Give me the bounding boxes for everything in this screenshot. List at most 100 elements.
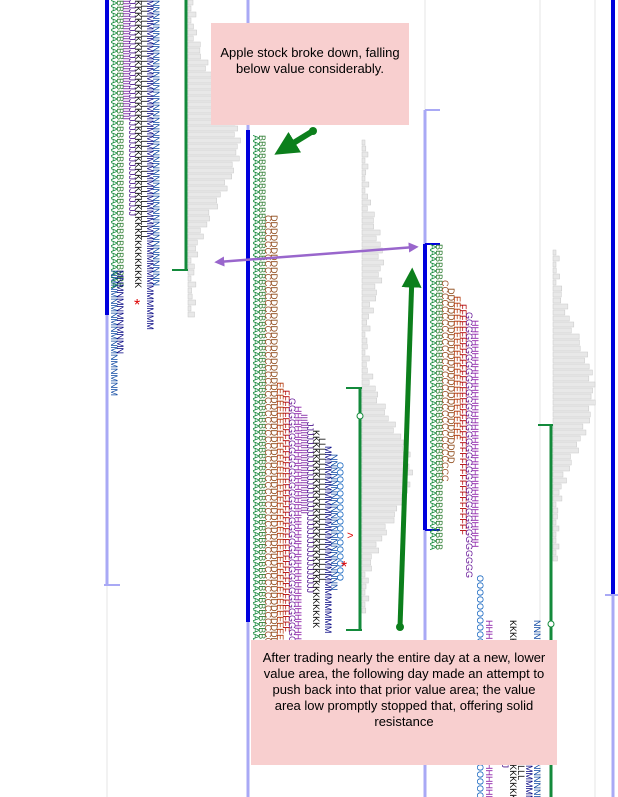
day1-tpo-tail: NMNMNMNMNMNMNMNMNM [109,270,119,396]
volume-bar-day3 [552,339,580,346]
volume-bar-day1 [187,137,241,144]
volume-bar-day3 [552,453,571,460]
day3-tpo-column-G: GGGGGGGGGGGGGGGGGGGGGGGGGGGGGGGGGGGGGG [464,312,474,578]
volume-bar-day3 [552,483,562,490]
volume-bar-day3 [552,447,579,454]
volume-bar-day2 [361,445,403,452]
volume-bar-day2 [361,607,367,614]
day2-tpo-column-E: EEEEEEEEEEEEEEEEEEEEEEEEEEEEEEEEEEEEEEEE… [275,382,285,658]
volume-bar-day2 [361,289,377,296]
day1-tpo-column-B: BBBBBBBBBBBBBBBBBBBBBBBBBBBBBBBBBBBBBBBB… [115,0,125,288]
volume-bar-day3 [552,387,593,394]
day2-value-marker: > [347,530,353,542]
volume-bar-day3 [552,381,596,388]
volume-bar-day1 [187,287,192,294]
volume-bar-day2 [361,403,386,410]
retest-callout-text: After trading nearly the entire day at a… [262,650,546,729]
volume-bar-day2 [361,217,374,224]
volume-bar-day1 [187,293,193,300]
volume-bar-day1 [187,281,197,288]
volume-bar-day1 [187,215,210,222]
day3-tpo-column-F: FFFFFFFFFFFFFFFFFFFFFFFFFFFFFFFFFFFFFFFF… [458,304,468,535]
volume-bar-day1 [187,0,194,6]
volume-bar-day1 [187,11,197,18]
volume-bar-day2 [361,511,395,518]
volume-bar-day3 [552,333,580,340]
volume-bar-day3 [552,429,587,436]
day2-tpo-column-F: FFFFFFFFFFFFFFFFFFFFFFFFFFFFFFFFFFFFFFFF… [281,390,291,632]
volume-bar-day2 [361,187,366,194]
volume-bar-day2 [361,601,366,608]
volume-bar-day2 [361,283,376,290]
day1-tpo-column-M: MMMMMMMMMMMMMMMMMMMMMMMMMMMMMMMMMMMMMMMM… [145,0,155,330]
volume-bar-day3 [552,477,567,484]
volume-bar-day2 [361,319,367,326]
volume-bar-day2 [361,355,370,362]
volume-bar-day1 [187,161,233,168]
day3-tpo-column-D: DDDDDDDDDDDDDDDDDDDDDDDDDDD [446,288,456,464]
volume-bar-day3 [552,297,562,304]
volume-bar-day3 [552,267,557,274]
volume-bar-day2 [361,235,377,242]
volume-bar-day1 [187,197,217,204]
volume-bar-day2 [361,199,371,206]
volume-bar-day2 [361,475,407,482]
day2-tpo-column-C: CCCCCCCCCCCCCCCCCCCCCCCCCCCCCCCCCCCCCCCC… [263,215,273,703]
volume-bar-day2 [361,577,369,584]
volume-bar-day1 [187,221,208,228]
volume-bar-day3 [552,345,581,352]
breakdown-arrow-anchor [309,127,317,135]
breakdown-arrow [274,128,315,155]
volume-bar-day2 [361,373,374,380]
volume-bar-day3 [552,495,563,502]
volume-bar-day2 [361,211,375,218]
breakdown-callout-text: Apple stock broke down, falling below va… [220,45,400,76]
volume-bar-day2 [361,271,379,278]
volume-bar-day2 [361,433,402,440]
day4-value-area-midpoint [547,620,555,628]
day2-tpo-column-G: GGGGGGGGGGGGGGGGGGGGGGGGGGGGGGGGGGGGGGGG… [287,398,297,699]
volume-bar-day3 [552,375,590,382]
volume-bar-day2 [361,181,370,188]
volume-bar-day3 [552,399,596,406]
breakdown-callout: Apple stock broke down, falling below va… [211,23,409,125]
volume-bar-day3 [552,435,581,442]
volume-bar-day2 [361,151,369,158]
day2-tpo-column-O: OOOOOOOOOOOOOOOOO [335,462,345,581]
volume-bar-day2 [361,307,374,314]
day1-tpo-column-N: NNNNNNNNNNNNNNNNNNNNNNNNNNNNNNNNNNNNNNNN… [151,0,161,286]
day2-tpo-column-B: BBBBBBBBBBBBBBBBBBBBBBBBBBBBBBBBBBBBBBBB… [257,135,267,675]
volume-bar-day1 [187,299,196,306]
volume-bar-day2 [361,457,408,464]
volume-bar-day3 [552,393,592,400]
volume-bar-day1 [187,71,212,78]
volume-bar-day3 [552,537,557,544]
volume-bar-day1 [187,179,225,186]
volume-bar-day2 [361,223,374,230]
day2-tpo-column-M: MMMMMMMMMMMMMMMMMMMMMMMMM [323,446,333,633]
volume-bar-day1 [187,149,237,156]
volume-bar-day1 [187,263,195,270]
volume-bar-day1 [187,173,232,180]
day3-tpo-column-E: EEEEEEEEEEEEEEEEEEEEEEEE [452,296,462,440]
volume-bar-day1 [187,47,201,54]
volume-bar-day2 [361,313,369,320]
volume-bar-day3 [552,519,557,526]
volume-bar-day2 [361,547,379,554]
volume-bar-day1 [187,53,201,60]
volume-bar-day2 [361,331,366,338]
volume-bar-day2 [361,421,396,428]
volume-bar-day2 [361,553,372,560]
day3-tpo-column-B: BBBBBBBBBBBBBBBBBBBBBBBBBBBBBBBBBBBBBBBB… [434,244,444,550]
volume-bar-day3 [552,459,572,466]
volume-bar-day1 [187,227,201,234]
volume-bar-day3 [552,351,588,358]
volume-bar-day2 [361,343,368,350]
volume-bar-day2 [361,193,368,200]
volume-bar-day1 [187,245,196,252]
volume-bar-day3 [552,543,560,550]
volume-bar-day2 [361,583,367,590]
day2-tpo-column-A: AAAAAAAAAAAAAAAAAAAAAAAAAAAAAAAAAAAAAAAA… [251,135,261,675]
volume-bar-day2 [361,481,411,488]
volume-bar-day2 [361,367,368,374]
